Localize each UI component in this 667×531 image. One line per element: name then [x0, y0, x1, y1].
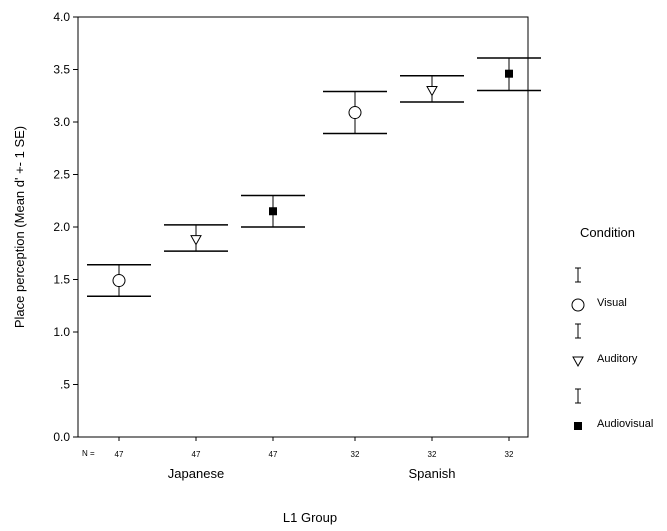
- y-tick-label: 4.0: [53, 10, 70, 24]
- legend-marker: [571, 298, 585, 312]
- n-count-label: 32: [351, 450, 360, 459]
- x-axis-label: L1 Group: [283, 510, 337, 525]
- legend-label: Visual: [597, 297, 627, 309]
- n-label: N =: [82, 449, 95, 458]
- y-tick-label: 1.5: [53, 273, 70, 287]
- y-tick-label: 2.0: [53, 220, 70, 234]
- legend-title: Condition: [580, 225, 635, 240]
- category-label: Japanese: [168, 466, 224, 481]
- n-count-label: 47: [115, 450, 124, 459]
- x-axis: N = 47 47 47 Japanese 32 32 32 Spanish: [82, 437, 514, 481]
- data-point-marker: [112, 274, 126, 288]
- data-point-marker: [190, 235, 202, 246]
- legend: Condition Visual Auditory Audiovisual: [571, 225, 653, 430]
- data-point-marker: [426, 86, 438, 97]
- y-tick-label: 1.0: [53, 325, 70, 339]
- y-axis: 0.0 .5 1.0 1.5 2.0 2.5 3.0 3.5 4.0: [53, 10, 78, 444]
- chart-marks: [87, 57, 541, 298]
- y-tick-label: 3.5: [53, 63, 70, 77]
- n-count-label: 32: [505, 450, 514, 459]
- y-tick-label: .5: [60, 378, 70, 392]
- legend-label: Auditory: [597, 353, 638, 365]
- y-tick-label: 0.0: [53, 430, 70, 444]
- error-bar-group: [241, 194, 305, 228]
- error-bar-group: [87, 264, 151, 298]
- error-bar-group: [164, 224, 228, 252]
- n-count-label: 32: [428, 450, 437, 459]
- error-bar-group: [477, 57, 541, 92]
- data-point-marker: [505, 69, 513, 78]
- y-tick-label: 2.5: [53, 168, 70, 182]
- n-count-label: 47: [269, 450, 278, 459]
- y-tick-label: 3.0: [53, 115, 70, 129]
- category-label: Spanish: [409, 466, 456, 481]
- legend-marker: [572, 356, 584, 368]
- legend-label: Audiovisual: [597, 418, 653, 430]
- data-point-marker: [348, 106, 362, 120]
- n-count-label: 47: [192, 450, 201, 459]
- error-bar-group: [400, 75, 464, 103]
- error-bar-group: [323, 90, 387, 135]
- legend-marker: [574, 422, 582, 430]
- data-point-marker: [269, 207, 277, 216]
- y-axis-label: Place perception (Mean d' +- 1 SE): [12, 126, 27, 328]
